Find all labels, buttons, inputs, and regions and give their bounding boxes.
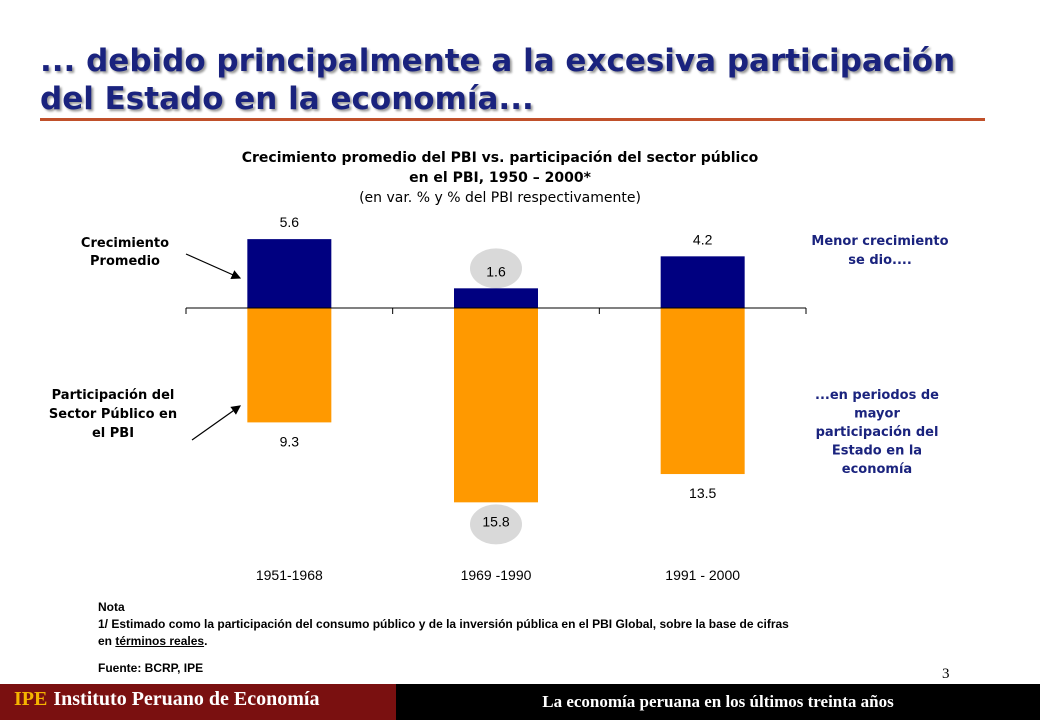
note-line2: en términos reales. — [98, 633, 207, 650]
annotation-growth-label: Promedio — [90, 254, 160, 269]
chart-title-line2: en el PBI, 1950 – 2000* — [409, 170, 591, 186]
data-label-growth: 5.6 — [280, 214, 300, 230]
highlight-ellipse-growth — [470, 248, 522, 289]
annotation-higher-participation: Estado en la — [832, 444, 922, 459]
annotation-growth-label: Crecimiento — [81, 236, 169, 251]
data-label-growth: 4.2 — [693, 231, 713, 247]
footer-org: IPE Instituto Peruano de Economía — [14, 688, 319, 711]
page-number: 3 — [942, 666, 950, 682]
data-label-growth: 1.6 — [486, 263, 506, 279]
annotation-share-label: el PBI — [92, 426, 134, 441]
note-line1: 1/ Estimado como la participación del co… — [98, 617, 789, 631]
annotation-share-label: Participación del — [52, 388, 175, 403]
title-underline — [40, 118, 985, 121]
bar-chart: 5.6 9.3 1951-1968 1.6 15.8 1969 -1990 4.2 13.5 1… — [49, 214, 949, 583]
footer-tagline: La economía peruana en los últimos trein… — [542, 692, 894, 711]
category-label: 1969 -1990 — [461, 567, 532, 583]
bar-growth — [454, 288, 538, 308]
category-label: 1991 - 2000 — [665, 567, 740, 583]
slide-title: ... debido principalmente a la excesiva … — [40, 43, 956, 117]
chart-title: Crecimiento promedio del PBI vs. partici… — [180, 148, 820, 208]
footer-abbr: IPE — [14, 688, 48, 710]
footer-bar: IPE Instituto Peruano de Economía La econ… — [0, 684, 1040, 720]
annotation-lower-growth: se dio.... — [848, 253, 912, 268]
annotation-higher-participation: participación del — [816, 425, 939, 440]
data-label-public-share: 15.8 — [482, 513, 509, 529]
category-label: 1951-1968 — [256, 567, 323, 583]
annotation-lower-growth: Menor crecimiento — [811, 234, 948, 249]
chart-subtitle: (en var. % y % del PBI respectivamente) — [359, 190, 641, 206]
arrow-growth — [185, 253, 242, 279]
annotation-share-label: Sector Público en — [49, 407, 177, 422]
source-note: Fuente: BCRP, IPE — [98, 661, 204, 675]
annotation-higher-participation: economía — [842, 462, 912, 477]
footer-org-name: Instituto Peruano de Economía — [53, 688, 320, 710]
chart-title-line1: Crecimiento promedio del PBI vs. partici… — [241, 150, 759, 166]
footer-tagline-box: La economía peruana en los últimos trein… — [396, 684, 1040, 720]
arrow-public-share — [191, 405, 241, 441]
bar-public-share — [454, 308, 538, 503]
note-line2-suffix: . — [204, 634, 208, 648]
bar-growth — [247, 239, 332, 308]
annotation-higher-participation: mayor — [854, 407, 900, 422]
annotation-higher-participation: ...en periodos de — [815, 388, 939, 403]
note-heading: Nota — [98, 600, 125, 614]
bar-public-share — [247, 308, 332, 423]
note-line2-prefix: en — [98, 634, 116, 648]
highlight-ellipse-share — [470, 504, 522, 545]
note-underlined-text: términos reales — [115, 634, 205, 648]
bar-growth — [660, 256, 745, 308]
data-label-public-share: 13.5 — [689, 485, 716, 501]
data-label-public-share: 9.3 — [280, 433, 300, 449]
bar-public-share — [660, 308, 745, 475]
